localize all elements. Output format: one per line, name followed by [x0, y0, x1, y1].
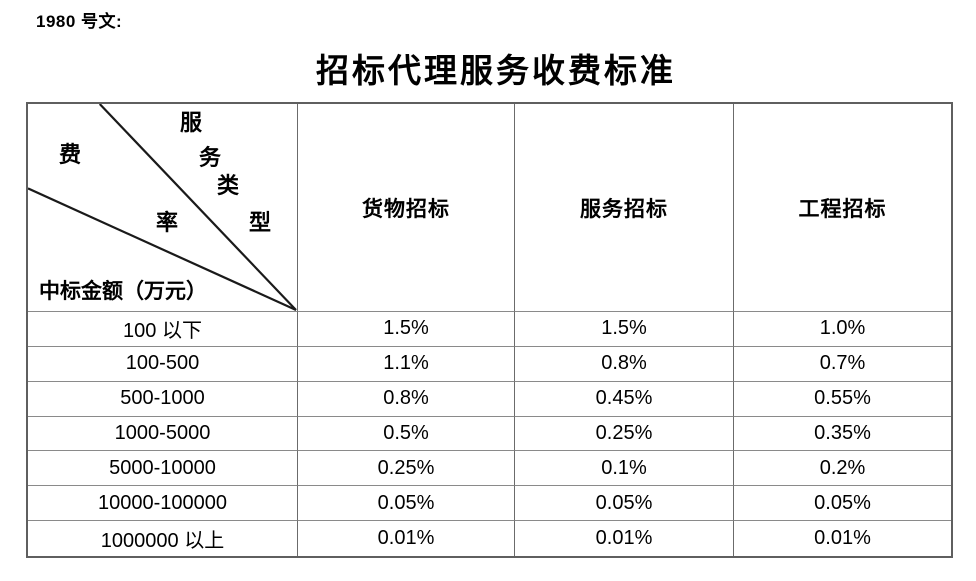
fee-value-cell: 0.7% — [734, 347, 951, 382]
fee-value-cell: 0.05% — [734, 486, 951, 522]
fee-value-cell: 1.0% — [734, 312, 951, 347]
diagonal-divider-lines — [28, 104, 297, 311]
corner-label-rate-char: 率 — [155, 210, 179, 235]
column-header-service: 服务招标 — [515, 104, 734, 312]
fee-value-cell: 0.45% — [515, 381, 734, 417]
row-label: 1000-5000 — [28, 416, 298, 452]
doc-number: 1980 号文: — [36, 12, 123, 31]
row-label: 100 以下 — [28, 312, 298, 347]
row-label: 1000000 以上 — [28, 521, 298, 556]
fee-value-cell: 1.1% — [298, 346, 515, 382]
fee-value-cell: 0.01% — [814, 527, 871, 550]
fee-value-cell: 0.5% — [298, 416, 515, 452]
fee-value-cell: 0.05% — [515, 486, 734, 522]
row-label: 5000-10000 — [28, 451, 298, 487]
fee-value-cell: 0.25% — [515, 416, 734, 452]
fee-value-cell: 0.1% — [515, 451, 734, 487]
fee-value-cell: 0.05% — [298, 486, 515, 522]
row-label: 10000-100000 — [28, 486, 298, 522]
corner-header-cell: 服 务 类 型 费 率 中标金额（万元） — [28, 104, 298, 312]
fee-value-cell: 1.5% — [298, 312, 515, 347]
fee-value-cell: 0.25% — [298, 451, 515, 487]
row-label: 500-1000 — [28, 381, 298, 417]
page-title: 招标代理服务收费标准 — [316, 54, 676, 90]
row-label: 100-500 — [28, 346, 298, 382]
corner-label-rate-char: 费 — [58, 142, 82, 167]
fee-value-cell: 0.2% — [734, 451, 951, 487]
fee-value-cell: 0.8% — [515, 346, 734, 382]
fee-value-cell: 0.35% — [734, 417, 951, 452]
fee-value-cell: 1.5% — [515, 312, 734, 347]
corner-label-bid-amount: 中标金额（万元） — [39, 279, 207, 303]
fee-standard-table: 服 务 类 型 费 率 中标金额（万元） 货物招标 服务招标 工程招标 100 … — [26, 102, 953, 558]
fee-value-cell: 0.01% — [298, 521, 515, 556]
fee-value-cell: 0.8% — [298, 381, 515, 417]
column-header-engineering: 工程招标 — [734, 104, 951, 312]
fee-value-cell: 0.55% — [734, 382, 951, 417]
corner-label-service-type-char: 类 — [216, 173, 240, 198]
corner-label-service-type-char: 型 — [248, 210, 272, 235]
fee-value-cell: 0.01% — [515, 521, 734, 556]
corner-label-service-type-char: 务 — [198, 145, 222, 170]
corner-label-service-type-char: 服 — [179, 110, 203, 135]
column-header-goods: 货物招标 — [298, 104, 515, 312]
